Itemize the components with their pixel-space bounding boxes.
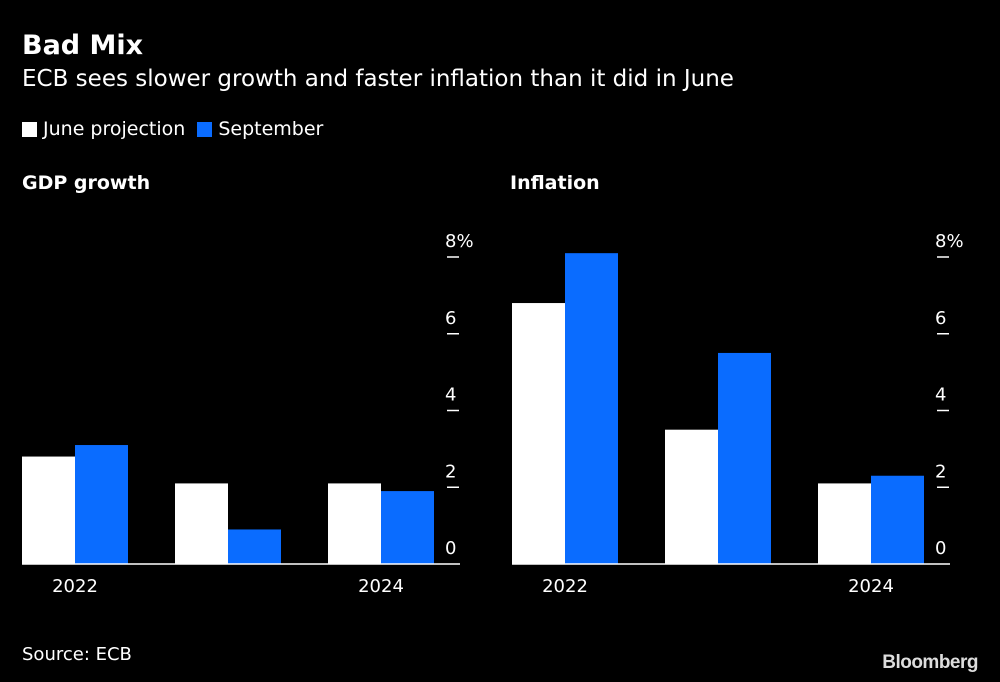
panel-title-gdp: GDP growth [22,172,151,194]
chart-subtitle: ECB sees slower growth and faster inflat… [22,66,734,92]
bar-2024-0 [818,483,871,564]
legend-swatch-september [197,121,213,137]
source-note: Source: ECB [22,644,132,665]
x-tick-label-2022: 2022 [542,576,588,597]
bloomberg-logo: Bloomberg [882,652,978,673]
legend-item-september: September [197,118,323,140]
panel-title-inflation: Inflation [510,172,600,194]
bar-2022-0 [22,456,75,564]
bar-2023-1 [228,529,281,564]
x-tick-label-2024: 2024 [358,576,404,597]
bar-2024-1 [381,491,434,564]
bar-2022-1 [75,445,128,564]
legend-item-june: June projection [22,118,185,140]
chart-title: Bad Mix [22,30,144,61]
y-tick-label-6: 6 [935,308,946,329]
legend: June projection September [22,118,323,140]
bar-2023-0 [175,483,228,564]
chart-panel-0: 2022 2024 0 2 4 6 8% [22,231,474,597]
y-tick-label-4: 4 [445,385,456,406]
legend-label-september: September [218,118,324,140]
y-tick-label-8: 8% [935,231,964,252]
y-tick-label-2: 2 [445,461,456,482]
y-tick-label-0: 0 [445,538,456,559]
y-tick-label-8: 8% [445,231,474,252]
chart-panel-1: 2022 2024 0 2 4 6 8% [512,231,964,597]
bar-2023-0 [665,429,718,564]
y-tick-label-6: 6 [445,308,456,329]
bar-2023-1 [718,352,771,564]
y-tick-label-0: 0 [935,538,946,559]
legend-swatch-june [22,121,37,137]
bar-2024-0 [328,483,381,564]
y-tick-label-4: 4 [935,385,946,406]
x-tick-label-2022: 2022 [52,576,98,597]
bar-2022-1 [565,253,618,564]
y-tick-label-2: 2 [935,461,946,482]
x-tick-label-2024: 2024 [848,576,894,597]
bar-2024-1 [871,475,924,564]
bar-2022-0 [512,303,565,564]
legend-label-june: June projection [43,118,186,140]
